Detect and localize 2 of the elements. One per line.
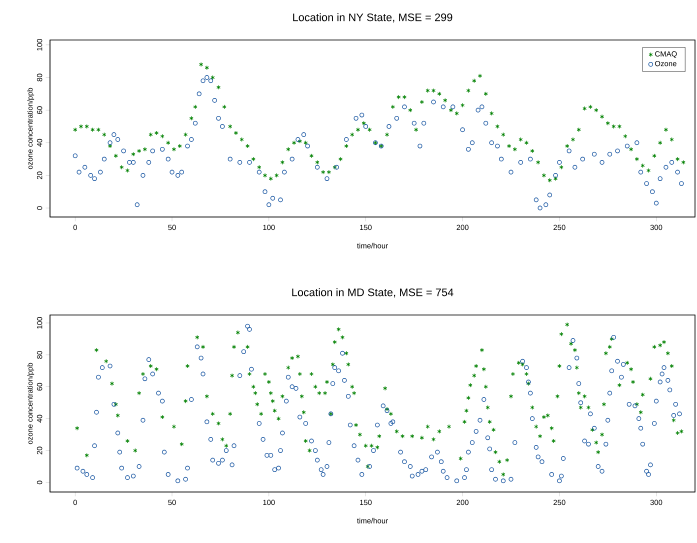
chart-title: Location in NY State, MSE = 299 bbox=[293, 13, 452, 23]
chart-title: Location in MD State, MSE = 754 bbox=[292, 288, 454, 298]
